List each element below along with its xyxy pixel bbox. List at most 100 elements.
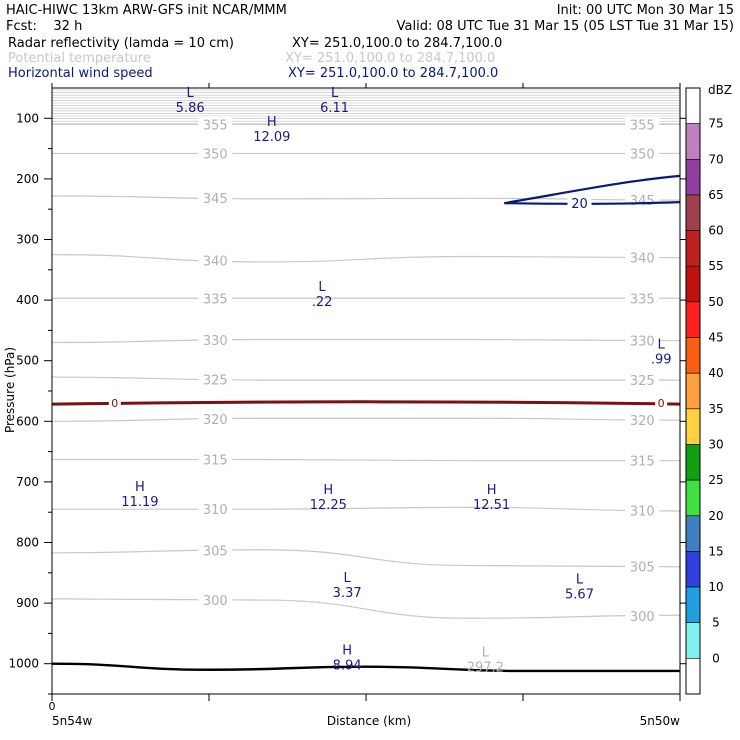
freezing-label-bg	[108, 396, 121, 409]
theta-label-bg	[625, 452, 660, 467]
theta-label-300: 300	[630, 610, 655, 625]
colorbar-swatch	[685, 265, 701, 303]
colorbar-level-5: 5	[712, 616, 720, 630]
theta-label-bg	[625, 411, 660, 426]
theta-label-bg	[625, 145, 660, 160]
theta-label-bg	[198, 591, 233, 606]
y-tick-label: 900	[16, 596, 39, 610]
theta-label-330: 330	[630, 334, 655, 349]
extremum-L-marker: L	[658, 338, 666, 353]
colorbar-level-45: 45	[708, 331, 723, 345]
colorbar-level-40: 40	[708, 366, 723, 380]
x-axis-zero-label: 0	[49, 700, 56, 713]
extremum-L-marker: L	[482, 645, 490, 660]
theta-label-300: 300	[203, 594, 228, 609]
theta-label-bg	[198, 290, 233, 305]
theta-label-310: 310	[203, 503, 228, 518]
field-name-reflectivity: Radar reflectivity (lamda = 10 cm)	[8, 36, 234, 51]
theta-label-bg	[198, 190, 233, 205]
colorbar-swatch	[685, 444, 701, 481]
extremum-value: 5.67	[565, 588, 594, 603]
colorbar-level-55: 55	[708, 259, 723, 273]
extremum-value: 3.37	[333, 586, 362, 601]
extremum-value: 12.51	[473, 498, 510, 513]
wind-contour-20	[503, 174, 681, 205]
theta-label-315: 315	[203, 453, 228, 468]
wind-label-20: 20	[571, 197, 588, 212]
extremum-H-marker: H	[342, 644, 352, 659]
colorbar-swatch	[685, 87, 701, 124]
colorbar-swatch	[685, 158, 701, 196]
theta-contour-305	[51, 549, 681, 568]
colorbar-swatch	[685, 586, 701, 624]
theta-label-bg	[625, 290, 660, 305]
theta-contour-330	[51, 338, 681, 344]
header-left-line1: HAIC-HIWC 13km ARW-GFS init NCAR/MMM	[6, 3, 287, 18]
colorbar-level-10: 10	[708, 580, 723, 594]
extremum-L-marker: L	[187, 86, 195, 101]
extremum-value: 11.19	[121, 495, 158, 510]
colorbar-level-60: 60	[708, 224, 723, 238]
colorbar-level-20: 20	[708, 509, 723, 523]
theta-label-355: 355	[203, 118, 228, 133]
extremum-H-marker: H	[487, 483, 497, 498]
extremum-L-marker: L	[576, 573, 584, 588]
theta-label-bg	[625, 372, 660, 387]
colorbar-frame	[685, 87, 701, 695]
extremum-value: 5.86	[176, 101, 205, 116]
theta-label-bg	[198, 371, 233, 386]
theta-label-bg	[198, 451, 233, 466]
theta-label-350: 350	[630, 147, 655, 162]
theta-label-bg	[625, 502, 660, 517]
theta-contour-310	[52, 506, 681, 512]
theta-label-bg	[198, 410, 233, 425]
plot-frame	[51, 87, 681, 695]
freezing-label: 0	[658, 397, 665, 410]
theta-label-bg	[198, 332, 233, 347]
x-axis-label: Distance (km)	[327, 714, 411, 728]
extremum-value: .99	[651, 353, 672, 368]
extremum-L-marker: L	[318, 280, 326, 295]
theta-label-345: 345	[630, 194, 655, 209]
extremum-H-marker: H	[267, 115, 277, 130]
theta-label-bg	[625, 249, 660, 264]
theta-contour-325	[51, 376, 680, 381]
y-axis-label: Pressure (hPa)	[3, 347, 17, 433]
y-tick-label: 200	[16, 172, 39, 186]
colorbar-level-65: 65	[708, 188, 723, 202]
colorbar-swatch	[685, 658, 701, 695]
y-tick-label: 400	[16, 293, 39, 307]
colorbar-swatch	[685, 123, 701, 160]
theta-contour-300	[51, 598, 681, 619]
colorbar-swatch	[685, 301, 701, 338]
theta-label-320: 320	[203, 413, 228, 428]
theta-label-350: 350	[203, 147, 228, 162]
colorbar-swatch	[685, 479, 701, 517]
extremum-L-marker: L	[344, 571, 352, 586]
y-tick-label: 600	[16, 414, 39, 428]
theta-label-325: 325	[203, 373, 228, 388]
colorbar-level-50: 50	[708, 295, 723, 309]
extremum-value: 12.09	[253, 130, 290, 145]
surface-line	[51, 662, 680, 673]
colorbar-swatch	[685, 194, 701, 231]
theta-label-325: 325	[630, 374, 655, 389]
freezing-label-bg	[655, 396, 668, 409]
colorbar-swatch	[685, 515, 701, 552]
theta-label-355: 355	[630, 118, 655, 133]
theta-label-340: 340	[630, 251, 655, 266]
header-left-line2: Fcst: 32 h	[6, 19, 82, 34]
colorbar-level-30: 30	[708, 437, 723, 451]
colorbar-level-0: 0	[712, 651, 720, 665]
colorbar-level-25: 25	[708, 473, 723, 487]
theta-label-bg	[198, 145, 233, 160]
extremum-H-marker: H	[135, 480, 145, 495]
theta-label-bg	[625, 607, 660, 622]
theta-label-bg	[198, 542, 233, 557]
freezing-level-line	[51, 400, 681, 406]
y-tick-label: 100	[16, 111, 39, 125]
theta-contour-320	[51, 417, 681, 422]
theta-label-bg	[625, 558, 660, 573]
